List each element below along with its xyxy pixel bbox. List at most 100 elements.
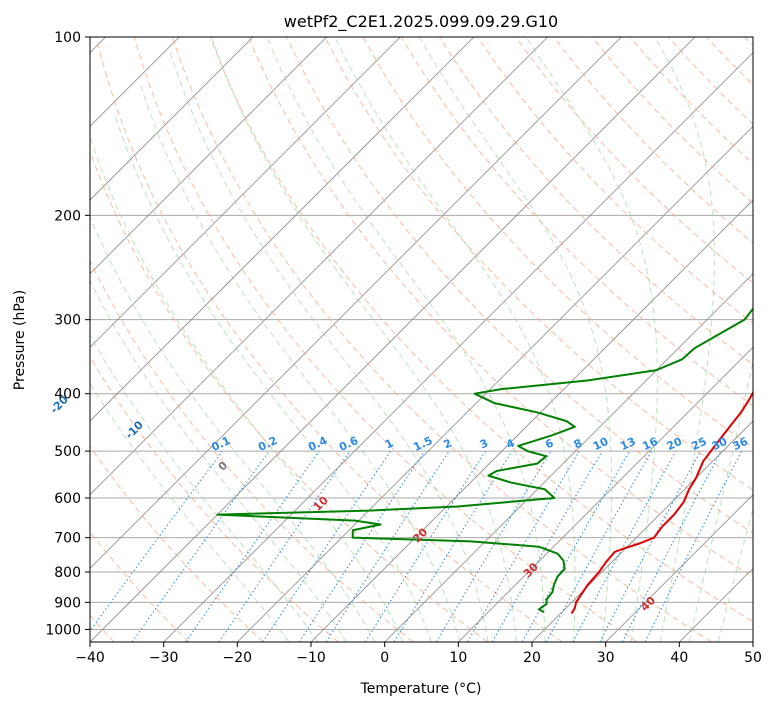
dry-adiabat-label: 40 xyxy=(638,594,658,614)
mixing-ratio-label: 6 xyxy=(543,436,556,451)
y-axis-label: Pressure (hPa) xyxy=(12,290,28,390)
mixing-ratio-line xyxy=(521,450,630,642)
x-tick-label: 40 xyxy=(670,650,688,666)
isotherm-line xyxy=(384,273,753,642)
moist-adiabat-line xyxy=(525,37,658,642)
isotherm-line xyxy=(90,37,401,348)
grid-layer xyxy=(90,37,753,642)
mixing-ratio-line xyxy=(185,450,320,642)
dry-adiabat-line xyxy=(133,37,638,642)
dry-adiabat-line xyxy=(324,37,753,491)
x-tick-label: 0 xyxy=(380,650,389,666)
dry-adiabat-line xyxy=(706,37,753,86)
contour-labels: 0.10.20.40.611.52346810131620253036-100-… xyxy=(48,393,751,614)
y-tick-label: 200 xyxy=(54,208,81,224)
y-tick-label: 1000 xyxy=(45,622,81,638)
dry-adiabat-line xyxy=(248,37,753,578)
mixing-ratio-label: 30 xyxy=(710,435,730,453)
y-tick-label: 400 xyxy=(54,387,81,403)
y-tick-label: 600 xyxy=(54,491,81,507)
x-tick-label: −30 xyxy=(149,650,179,666)
y-tick-label: 500 xyxy=(54,444,81,460)
dry-adiabat-label: 30 xyxy=(521,560,541,580)
isotherm-line xyxy=(310,199,753,642)
dry-adiabat-line xyxy=(668,37,753,125)
moist-adiabat-line xyxy=(139,83,461,642)
dry-adiabat-line xyxy=(90,531,190,642)
x-tick-label: −10 xyxy=(296,650,326,666)
mixing-ratio-label: 16 xyxy=(640,435,660,453)
x-tick-label: −20 xyxy=(223,650,253,666)
isotherm-line xyxy=(90,37,622,569)
x-tick-label: 50 xyxy=(744,650,762,666)
dry-adiabat-line xyxy=(400,37,753,407)
isotherm-line xyxy=(531,420,753,642)
mixing-ratio-label: 10 xyxy=(591,435,611,453)
x-tick-label: 10 xyxy=(449,650,467,666)
moist-adiabat-line xyxy=(90,215,376,642)
dry-adiabat-line xyxy=(591,37,753,204)
mixing-ratio-line xyxy=(218,450,351,642)
chart-title: wetPf2_C2E1.2025.099.09.29.G10 xyxy=(284,12,558,32)
temperature-profile-line xyxy=(570,390,753,615)
moist-adiabat-line xyxy=(90,334,319,642)
isotherm-line xyxy=(605,494,753,642)
mixing-ratio-label: 36 xyxy=(731,435,751,453)
mixing-ratio-label: 3 xyxy=(478,436,490,451)
mixing-ratio-line xyxy=(644,450,743,642)
isotherm-line xyxy=(90,37,327,275)
mixing-ratio-line xyxy=(599,450,702,642)
isotherm-line xyxy=(163,52,753,642)
dry-adiabat-line xyxy=(362,37,753,449)
mixing-ratio-line xyxy=(393,450,513,642)
isotherm-line xyxy=(237,125,753,642)
mixing-ratio-line xyxy=(298,450,425,642)
dry-adiabat-line xyxy=(629,37,753,165)
moist-adiabat-line xyxy=(211,37,517,642)
mixing-ratio-line xyxy=(90,450,223,632)
isotherm-line xyxy=(90,37,548,496)
mixing-ratio-line xyxy=(467,450,580,642)
moist-adiabat-line xyxy=(168,49,489,642)
isotherm-line xyxy=(90,37,475,422)
moist-adiabat-line xyxy=(654,37,715,642)
dry-adiabat-line xyxy=(95,37,563,642)
moist-adiabat-line xyxy=(717,507,753,642)
x-tick-label: 20 xyxy=(523,650,541,666)
moist-adiabat-line xyxy=(688,359,753,642)
moist-adiabat-line xyxy=(90,382,290,642)
isotherm-line xyxy=(90,37,254,201)
dry-adiabat-line xyxy=(744,37,753,47)
isotherm-line xyxy=(458,346,753,642)
dry-adiabat-line xyxy=(90,150,488,642)
mixing-ratio-label: 13 xyxy=(618,435,637,453)
dry-adiabat-line xyxy=(90,259,414,642)
dry-adiabat-line xyxy=(90,445,264,642)
y-tick-label: 100 xyxy=(54,30,81,46)
plot-frame xyxy=(89,36,754,643)
axes: −40 −30 −20 −10 0 10 20 30 40 5010020030040050060… xyxy=(45,30,762,666)
mixing-ratio-line xyxy=(545,450,653,642)
mixing-ratio-label: 20 xyxy=(665,435,685,453)
dry-adiabat-line xyxy=(90,356,339,642)
moist-adiabat-line xyxy=(114,114,432,642)
moist-adiabat-line xyxy=(334,37,576,642)
mixing-ratio-label: 4 xyxy=(504,436,517,451)
y-tick-label: 800 xyxy=(54,565,81,581)
dry-adiabat-line xyxy=(210,37,753,623)
moist-adiabat-line xyxy=(90,135,404,642)
dry-adiabat-label: 0 xyxy=(216,459,231,474)
moist-adiabat-line xyxy=(418,37,613,642)
isotherm-line xyxy=(752,641,753,642)
isotherm-line xyxy=(90,37,696,642)
mixing-ratio-line xyxy=(572,450,677,642)
mixing-ratio-label: 2 xyxy=(442,436,454,451)
y-tick-label: 900 xyxy=(54,595,81,611)
x-axis-label: Temperature (°C) xyxy=(360,681,482,697)
mixing-ratio-line xyxy=(262,450,392,642)
series-layer xyxy=(216,307,753,615)
moist-adiabat-line xyxy=(90,279,347,642)
y-tick-label: 700 xyxy=(54,531,81,547)
mixing-ratio-line xyxy=(131,450,270,642)
